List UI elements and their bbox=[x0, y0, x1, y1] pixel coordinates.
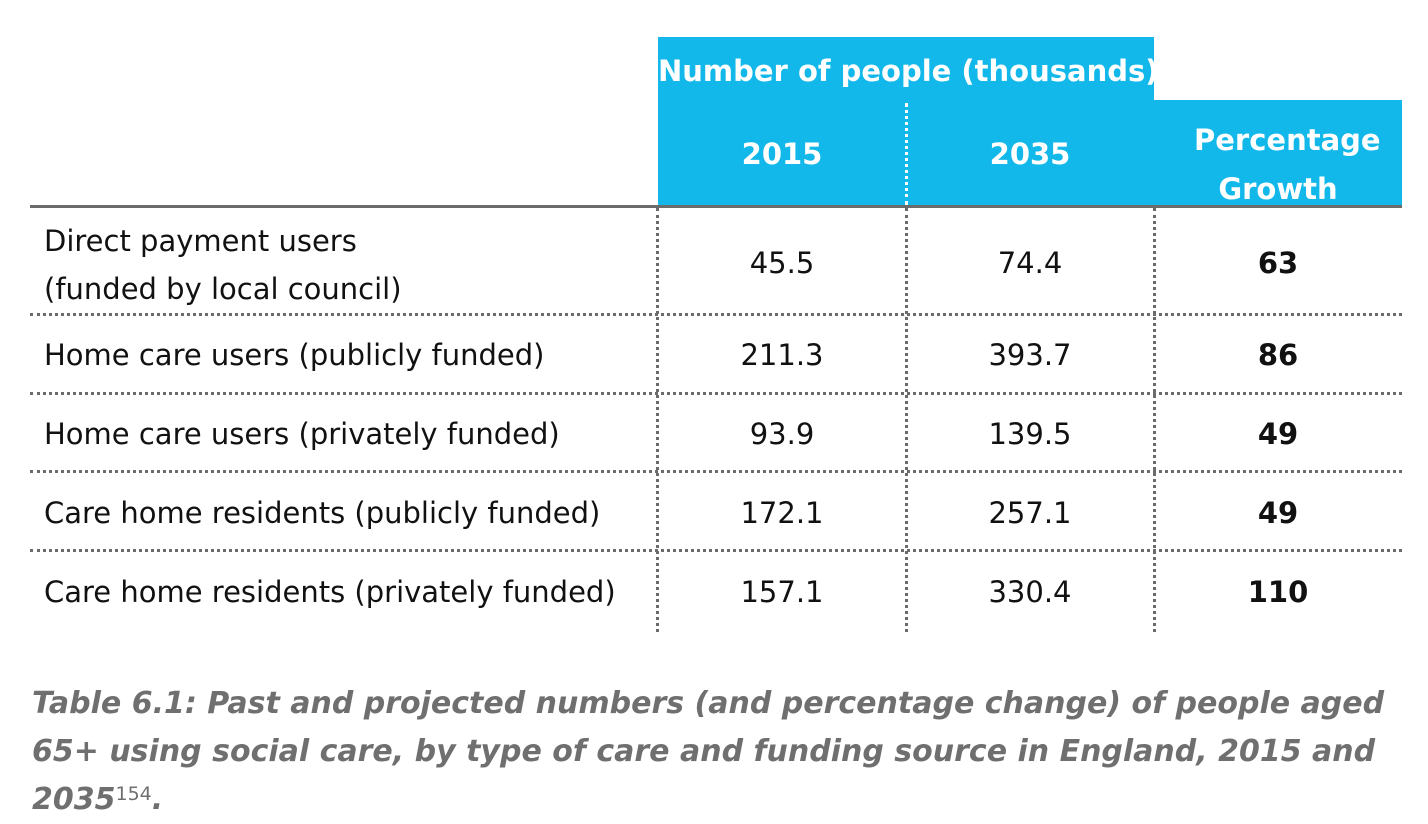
value-2035: 393.7 bbox=[988, 338, 1072, 372]
row-divider bbox=[30, 470, 1402, 473]
value-2035: 139.5 bbox=[988, 417, 1072, 451]
header-year-2015: 2015 bbox=[741, 137, 823, 171]
header-number-of-people: Number of people (thousands) bbox=[658, 54, 1159, 88]
column-divider-label bbox=[656, 208, 659, 632]
row-label: Care home residents (privately funded) bbox=[44, 575, 616, 609]
caption-end: . bbox=[151, 782, 164, 817]
header-year-2035: 2035 bbox=[989, 137, 1071, 171]
row-divider bbox=[30, 313, 1402, 316]
header-percentage-growth: Percentage Growth (%) bbox=[1154, 116, 1402, 263]
value-2015: 45.5 bbox=[749, 246, 815, 280]
row-divider bbox=[30, 392, 1402, 395]
caption-footnote: 154 bbox=[115, 783, 152, 805]
row-label: Home care users (publicly funded) bbox=[44, 338, 545, 372]
row-label-line2: (funded by local council) bbox=[44, 272, 402, 307]
row-label: Home care users (privately funded) bbox=[44, 417, 560, 451]
value-2015: 157.1 bbox=[740, 575, 824, 609]
value-growth: 86 bbox=[1257, 338, 1299, 372]
value-2035: 257.1 bbox=[988, 496, 1072, 530]
value-2015: 172.1 bbox=[740, 496, 824, 530]
column-divider-2015 bbox=[905, 208, 908, 632]
value-2015: 93.9 bbox=[749, 417, 815, 451]
row-label-line1: Direct payment users bbox=[44, 224, 357, 258]
row-label: Direct payment users (funded by local co… bbox=[44, 223, 402, 308]
row-divider bbox=[30, 549, 1402, 552]
value-2035: 330.4 bbox=[988, 575, 1072, 609]
value-growth: 63 bbox=[1257, 246, 1299, 280]
value-growth: 49 bbox=[1257, 417, 1299, 451]
value-2035: 74.4 bbox=[997, 246, 1063, 280]
header-divider-years bbox=[905, 103, 908, 205]
value-2015: 211.3 bbox=[740, 338, 824, 372]
value-growth: 110 bbox=[1247, 575, 1309, 609]
header-rule bbox=[30, 205, 1402, 208]
header-growth-background bbox=[1154, 100, 1402, 207]
column-divider-2035 bbox=[1153, 208, 1156, 632]
value-growth: 49 bbox=[1257, 496, 1299, 530]
table-caption: Table 6.1: Past and projected numbers (a… bbox=[32, 680, 1412, 824]
header-percentage-growth-label: Percentage Growth (%) bbox=[1194, 123, 1381, 255]
caption-text: Table 6.1: Past and projected numbers (a… bbox=[32, 686, 1385, 817]
row-label: Care home residents (publicly funded) bbox=[44, 496, 601, 530]
